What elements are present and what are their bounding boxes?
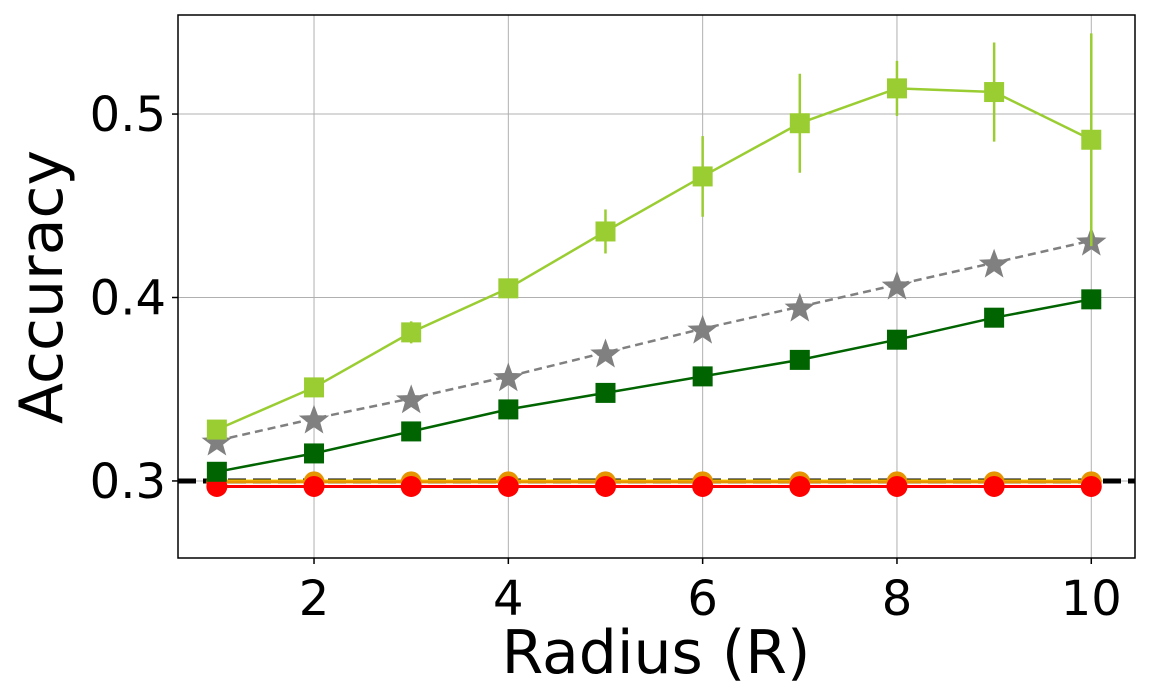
series-5 (206, 471, 1102, 493)
data-point (886, 78, 907, 99)
series-group (201, 33, 1107, 497)
data-point (396, 384, 427, 414)
y-axis-title: Accuracy (7, 150, 77, 424)
data-point (303, 475, 325, 497)
y-tick-label: 0.4 (90, 271, 166, 327)
data-point (886, 329, 907, 350)
series-line (216, 87, 1092, 431)
data-point (886, 475, 908, 497)
x-tick-label: 2 (299, 571, 330, 627)
plot-frame (177, 14, 1136, 559)
data-point (1081, 129, 1102, 150)
data-point (595, 221, 616, 242)
data-point (984, 82, 1005, 103)
x-tick-label: 8 (882, 571, 913, 627)
data-point (789, 113, 810, 134)
x-tick-label: 10 (1061, 571, 1122, 627)
series-line (216, 298, 1092, 474)
data-point (984, 307, 1005, 328)
data-point (304, 443, 325, 464)
data-point (201, 426, 233, 456)
data-point (692, 366, 713, 387)
x-tick-label: 4 (493, 571, 524, 627)
data-point (784, 292, 815, 322)
data-point (401, 421, 422, 442)
data-point (983, 475, 1005, 497)
data-point (789, 349, 810, 370)
x-axis-title: Radius (R) (502, 618, 811, 688)
y-tick-label: 0.5 (90, 87, 166, 143)
data-point (590, 338, 621, 368)
data-point (978, 248, 1010, 278)
series-1 (206, 33, 1102, 440)
data-point (594, 475, 616, 497)
data-point (298, 404, 330, 434)
series-3 (206, 289, 1102, 482)
data-point (692, 166, 713, 187)
data-point (789, 475, 811, 497)
data-point (1081, 289, 1102, 310)
y-tick-label: 0.3 (90, 454, 166, 510)
data-point (498, 399, 519, 420)
data-point (206, 419, 227, 440)
series-2 (201, 226, 1107, 456)
data-point (692, 475, 714, 497)
data-point (400, 475, 422, 497)
data-point (595, 382, 616, 403)
data-point (497, 475, 519, 497)
data-point (1080, 475, 1102, 497)
data-point (881, 270, 913, 300)
x-tick-label: 6 (687, 571, 718, 627)
data-point (493, 362, 524, 392)
data-point (206, 461, 227, 482)
data-point (401, 322, 422, 343)
ticks: 2 4 6 8 10 0.3 0.4 0.5 (90, 87, 1122, 627)
data-point (498, 278, 519, 299)
series-line (216, 239, 1092, 442)
data-point (687, 314, 718, 344)
data-point (304, 377, 325, 398)
